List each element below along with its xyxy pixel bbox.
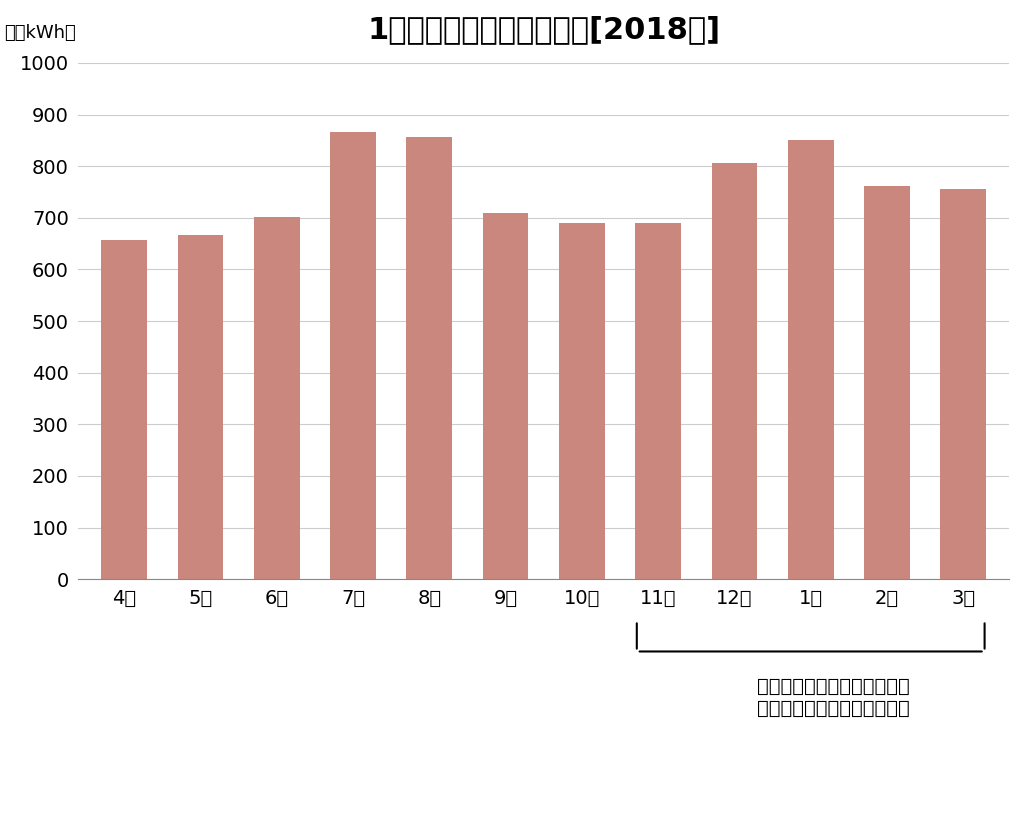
Bar: [330, 132, 376, 579]
Bar: [787, 140, 834, 579]
Bar: [177, 235, 223, 579]
Bar: [254, 218, 300, 579]
Title: 1年間の電気使用量の推移[2018年]: 1年間の電気使用量の推移[2018年]: [368, 15, 720, 44]
Bar: [635, 222, 681, 579]
Bar: [712, 163, 758, 579]
Bar: [407, 137, 453, 579]
Text: （億kWh）: （億kWh）: [4, 25, 76, 43]
Bar: [101, 240, 147, 579]
Bar: [864, 186, 910, 579]
Bar: [559, 223, 605, 579]
Bar: [940, 189, 986, 579]
Text: ユカカラ暖房は暖房用電力の
ピークカットに貢献します。: ユカカラ暖房は暖房用電力の ピークカットに貢献します。: [757, 677, 910, 718]
Bar: [482, 213, 528, 579]
